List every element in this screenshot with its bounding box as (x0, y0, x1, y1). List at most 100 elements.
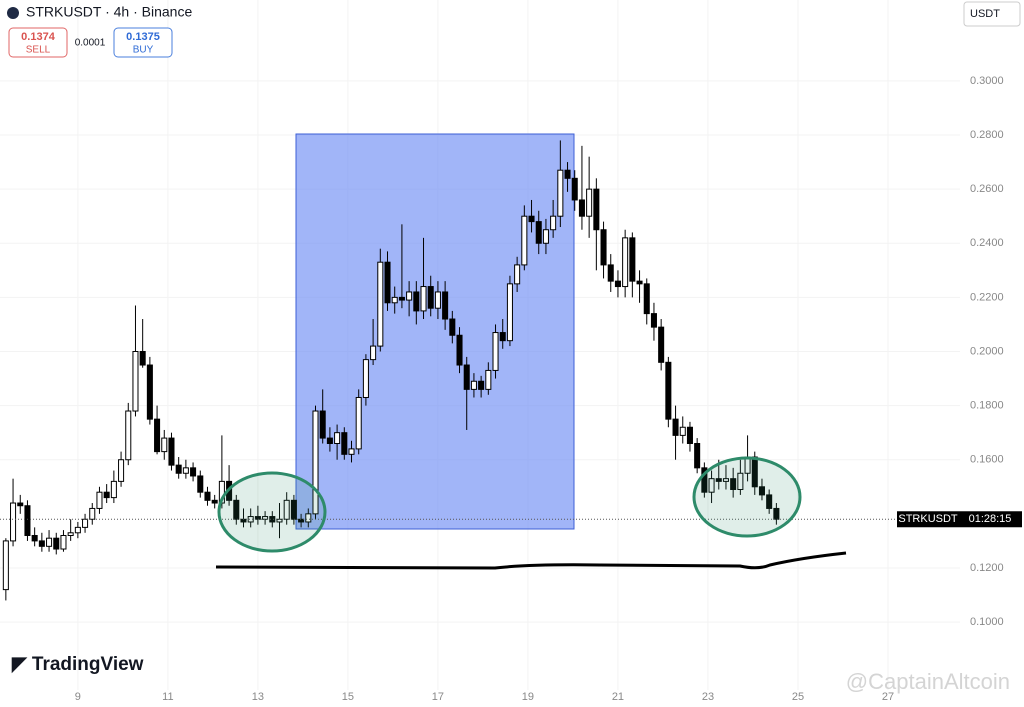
candle-body (528, 215, 535, 223)
highlight-ellipse (692, 456, 802, 538)
candle-body (434, 291, 441, 309)
candle-body (312, 410, 319, 515)
candle-body (514, 264, 521, 285)
candle-body (686, 426, 693, 444)
candle-body (413, 291, 420, 312)
candle-body (758, 486, 765, 496)
candle-body (82, 518, 89, 528)
countdown: 01:28:15 (969, 513, 1012, 525)
y-tick-label: 0.2200 (970, 291, 1004, 303)
candle-body (679, 426, 686, 436)
logo-text: TradingView (32, 654, 144, 675)
candle-body (463, 364, 470, 390)
logo: ◤ TradingView (11, 654, 144, 675)
y-tick-label: 0.2400 (970, 237, 1004, 249)
candle-body (89, 507, 96, 520)
candle-body (470, 380, 477, 390)
sell-label: SELL (26, 45, 51, 56)
candle-body (362, 359, 369, 398)
candle-body (665, 361, 672, 420)
x-tick-label: 9 (75, 691, 81, 703)
candle-body (60, 534, 67, 550)
y-tick-label: 0.2800 (970, 129, 1004, 141)
candle-body (103, 491, 110, 499)
candle-body (391, 296, 398, 304)
candle-body (607, 264, 614, 282)
candle-body (499, 332, 506, 342)
candle-body (161, 437, 168, 453)
candle-body (715, 478, 722, 482)
candle-body (290, 499, 297, 520)
candle-body (586, 188, 593, 217)
candle-body (737, 472, 744, 490)
y-tick-label: 0.1600 (970, 454, 1004, 466)
x-tick-label: 25 (792, 691, 804, 703)
candle-body (168, 437, 175, 466)
candle-body (175, 464, 182, 474)
candle-body (348, 448, 355, 455)
x-tick-label: 21 (612, 691, 624, 703)
candle-body (326, 437, 333, 444)
candle-body (319, 410, 326, 439)
candle-body (125, 410, 132, 461)
buy-price: 0.1375 (126, 31, 160, 43)
candle-body (506, 283, 513, 342)
candle-body (146, 364, 153, 420)
candle-body (449, 318, 456, 336)
candle-body (564, 169, 571, 179)
candle-body (190, 467, 197, 477)
candle-body (298, 518, 305, 523)
candle-body (766, 494, 773, 509)
candle-body (636, 280, 643, 285)
candle-body (535, 221, 542, 244)
candle-body (233, 499, 240, 520)
currency-button[interactable] (963, 1, 1021, 27)
sell-button[interactable] (8, 27, 68, 58)
candle-body (53, 537, 60, 550)
candle-body (456, 334, 463, 366)
candle-body (578, 199, 585, 217)
buy-button[interactable] (113, 27, 173, 58)
y-tick-label: 0.3000 (970, 75, 1004, 87)
candle-body (2, 540, 9, 591)
candle-body (370, 345, 377, 361)
candle-body (334, 432, 341, 444)
candle-body (46, 537, 53, 547)
candle-body (74, 526, 81, 534)
candle-body (521, 215, 528, 266)
candle-body (730, 478, 737, 490)
x-tick-label: 13 (252, 691, 264, 703)
candle-body (67, 532, 74, 536)
candle-body (154, 418, 161, 453)
candle-body (773, 507, 780, 520)
candle-body (398, 296, 405, 301)
candle-body (614, 280, 621, 288)
candle-body (17, 502, 24, 507)
candle-body (420, 286, 427, 312)
y-tick-label: 0.2600 (970, 183, 1004, 195)
candle-body (211, 499, 218, 504)
candle-body (442, 291, 449, 320)
x-tick-label: 27 (882, 691, 894, 703)
candle-body (629, 237, 636, 282)
y-tick-label: 0.1800 (970, 400, 1004, 412)
candle-body (622, 237, 629, 288)
candle-body (377, 261, 384, 347)
candle-body (96, 491, 103, 509)
candle-body (593, 188, 600, 231)
symbol-icon (7, 7, 19, 19)
highlight-ellipse (217, 471, 327, 553)
spread: 0.0001 (75, 38, 106, 49)
symbol-title: STRKUSDT · 4h · Binance (26, 4, 192, 20)
candle-body (254, 516, 261, 520)
candle-body (571, 177, 578, 201)
candle-body (384, 261, 391, 304)
candle-body (672, 418, 679, 436)
candle-body (182, 467, 189, 474)
candle-body (305, 513, 312, 523)
candle-body (262, 516, 269, 520)
y-tick-label: 0.1200 (970, 562, 1004, 574)
x-tick-label: 23 (702, 691, 714, 703)
candle-body (658, 326, 665, 363)
candle-body (341, 432, 348, 455)
